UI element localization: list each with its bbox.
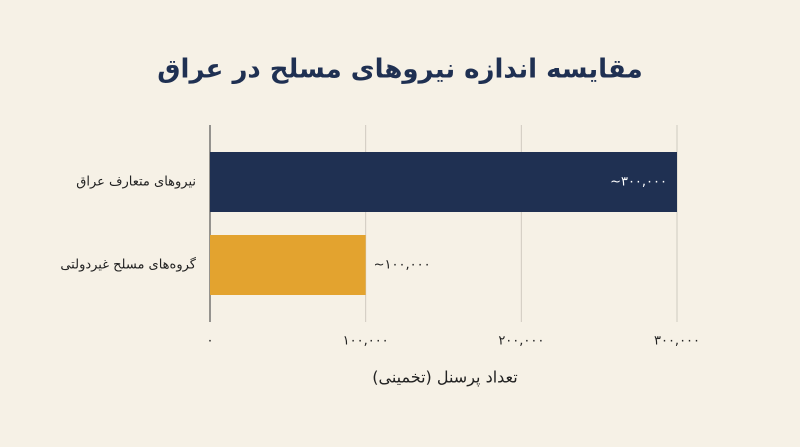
bar — [210, 235, 366, 295]
y-tick-label: نیروهای متعارف عراق — [76, 175, 196, 190]
chart-title: مقایسه اندازه نیروهای مسلح در عراق — [157, 55, 642, 85]
x-tick-label: ۳۰۰,۰۰۰ — [654, 334, 700, 349]
x-tick-label: ۲۰۰,۰۰۰ — [498, 334, 544, 349]
y-tick-label: گروه‌های مسلح غیردولتی — [60, 257, 196, 273]
x-tick-label: ۰ — [207, 334, 214, 349]
value-label: ~۱۰۰,۰۰۰ — [374, 258, 431, 273]
x-axis-label: تعداد پرسنل (تخمینی) — [372, 368, 517, 388]
x-tick-label: ۱۰۰,۰۰۰ — [343, 334, 389, 349]
value-label: ~۳۰۰,۰۰۰ — [610, 175, 667, 190]
bar — [210, 152, 677, 212]
